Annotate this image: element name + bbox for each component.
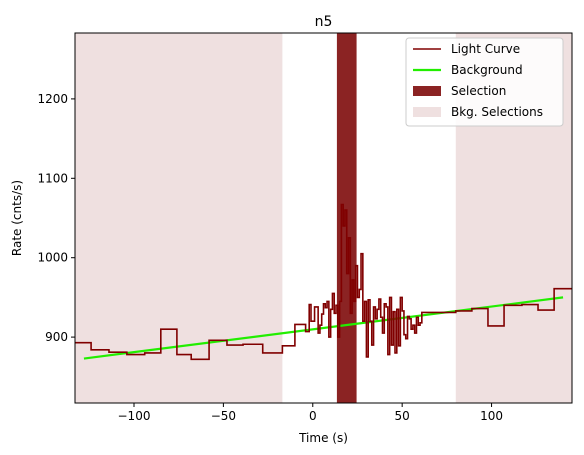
x-tick-label: −50 — [211, 409, 236, 423]
legend-label: Light Curve — [451, 42, 520, 56]
background-line — [83, 296, 564, 360]
y-tick-label: 1000 — [37, 251, 68, 265]
y-tick-label: 1100 — [37, 171, 68, 185]
x-axis-label: Time (s) — [298, 431, 348, 445]
bkg-selection-1 — [75, 33, 283, 403]
y-tick-label: 1200 — [37, 92, 68, 106]
background-fit — [83, 296, 564, 360]
x-tick-label: 50 — [395, 409, 410, 423]
plot-frame — [74, 32, 573, 404]
legend-label: Background — [451, 63, 523, 77]
chart-title: n5 — [315, 14, 333, 30]
legend-label: Bkg. Selections — [451, 105, 543, 119]
legend-swatch — [413, 86, 441, 96]
legend-box — [405, 37, 564, 127]
y-tick-label: 900 — [45, 330, 68, 344]
y-axis-label: Rate (cnts/s) — [10, 180, 24, 256]
light-curve-line — [75, 203, 572, 361]
y-axis: 900 1000 1100 1200 — [37, 92, 75, 344]
x-tick-label: 100 — [480, 409, 503, 423]
legend-label: Selection — [451, 84, 506, 98]
legend-swatch — [413, 107, 441, 117]
legend: Light Curve Background Selection Bkg. Selec… — [405, 37, 564, 127]
light-curve — [75, 203, 572, 361]
x-tick-label: 0 — [309, 409, 317, 423]
x-axis: −100 −50 0 50 100 — [118, 403, 503, 423]
x-tick-label: −100 — [118, 409, 151, 423]
